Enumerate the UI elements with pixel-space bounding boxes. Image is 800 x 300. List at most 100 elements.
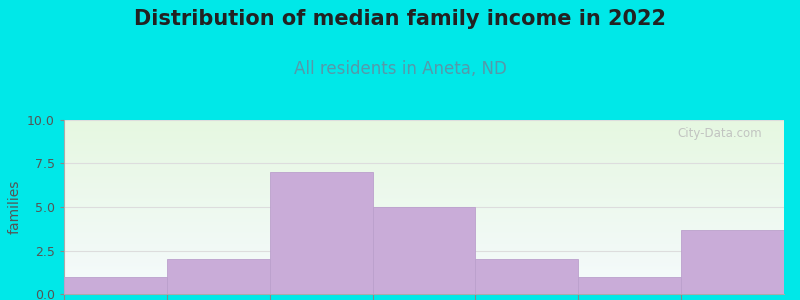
Bar bbox=[64, 188, 784, 189]
Bar bbox=[64, 162, 784, 163]
Bar bbox=[64, 270, 784, 271]
Bar bbox=[64, 223, 784, 224]
Bar bbox=[64, 182, 784, 183]
Bar bbox=[64, 202, 784, 203]
Bar bbox=[64, 271, 784, 272]
Bar bbox=[64, 234, 784, 235]
Bar bbox=[64, 185, 784, 186]
Bar bbox=[64, 134, 784, 135]
Bar bbox=[64, 176, 784, 177]
Bar bbox=[64, 225, 784, 226]
Bar bbox=[64, 181, 784, 182]
Bar bbox=[64, 201, 784, 202]
Bar bbox=[64, 194, 784, 195]
Bar bbox=[64, 240, 784, 241]
Bar bbox=[64, 135, 784, 136]
Bar bbox=[64, 248, 784, 249]
Bar bbox=[64, 172, 784, 173]
Bar bbox=[373, 207, 475, 294]
Bar bbox=[64, 184, 784, 185]
Bar bbox=[64, 199, 784, 200]
Bar bbox=[64, 221, 784, 222]
Bar bbox=[64, 269, 784, 270]
Bar bbox=[64, 242, 784, 243]
Bar bbox=[64, 232, 784, 233]
Bar bbox=[167, 259, 270, 294]
Bar bbox=[270, 172, 373, 294]
Bar bbox=[64, 170, 784, 171]
Bar bbox=[64, 120, 784, 121]
Bar bbox=[64, 166, 784, 167]
Bar bbox=[64, 180, 784, 181]
Bar bbox=[64, 208, 784, 209]
Bar bbox=[64, 164, 784, 165]
Bar bbox=[64, 235, 784, 236]
Bar bbox=[64, 143, 784, 144]
Bar bbox=[64, 249, 784, 250]
Bar bbox=[64, 219, 784, 220]
Bar bbox=[64, 252, 784, 253]
Bar bbox=[64, 256, 784, 257]
Bar bbox=[64, 148, 784, 149]
Bar bbox=[64, 216, 784, 217]
Bar bbox=[64, 262, 784, 263]
Bar bbox=[64, 193, 784, 194]
Bar bbox=[64, 126, 784, 127]
Bar bbox=[64, 227, 784, 228]
Bar bbox=[64, 204, 784, 205]
Bar bbox=[64, 264, 784, 265]
Bar bbox=[64, 282, 784, 283]
Bar bbox=[64, 139, 784, 140]
Bar bbox=[64, 131, 784, 132]
Bar bbox=[64, 229, 784, 230]
Bar bbox=[64, 258, 784, 259]
Bar bbox=[475, 259, 578, 294]
Text: Distribution of median family income in 2022: Distribution of median family income in … bbox=[134, 9, 666, 29]
Bar bbox=[64, 246, 784, 247]
Bar bbox=[64, 228, 784, 229]
Bar bbox=[64, 147, 784, 148]
Bar bbox=[64, 169, 784, 170]
Bar bbox=[64, 122, 784, 123]
Bar bbox=[64, 140, 784, 141]
Bar bbox=[64, 210, 784, 211]
Bar bbox=[64, 151, 784, 152]
Bar bbox=[64, 183, 784, 184]
Bar bbox=[64, 268, 784, 269]
Bar bbox=[64, 244, 784, 245]
Bar bbox=[64, 289, 784, 290]
Bar bbox=[64, 129, 784, 130]
Bar bbox=[64, 161, 784, 162]
Bar bbox=[64, 279, 784, 280]
Bar bbox=[64, 286, 784, 287]
Bar bbox=[64, 243, 784, 244]
Bar bbox=[64, 212, 784, 213]
Bar bbox=[64, 198, 784, 199]
Bar bbox=[64, 260, 784, 261]
Bar bbox=[64, 273, 784, 274]
Bar bbox=[64, 186, 784, 187]
Bar bbox=[64, 250, 784, 251]
Bar bbox=[64, 124, 784, 125]
Bar bbox=[64, 197, 784, 198]
Bar bbox=[64, 152, 784, 153]
Bar bbox=[64, 277, 784, 278]
Bar bbox=[64, 156, 784, 157]
Bar bbox=[64, 196, 784, 197]
Bar bbox=[64, 266, 784, 267]
Bar bbox=[64, 220, 784, 221]
Bar bbox=[64, 192, 784, 193]
Bar bbox=[64, 165, 784, 166]
Bar bbox=[64, 195, 784, 196]
Bar bbox=[64, 209, 784, 210]
Bar bbox=[64, 267, 784, 268]
Bar bbox=[64, 277, 167, 294]
Bar bbox=[64, 287, 784, 288]
Bar bbox=[64, 141, 784, 142]
Bar bbox=[64, 293, 784, 294]
Bar bbox=[64, 253, 784, 254]
Bar bbox=[64, 206, 784, 207]
Bar bbox=[64, 145, 784, 146]
Bar bbox=[64, 123, 784, 124]
Bar bbox=[64, 280, 784, 281]
